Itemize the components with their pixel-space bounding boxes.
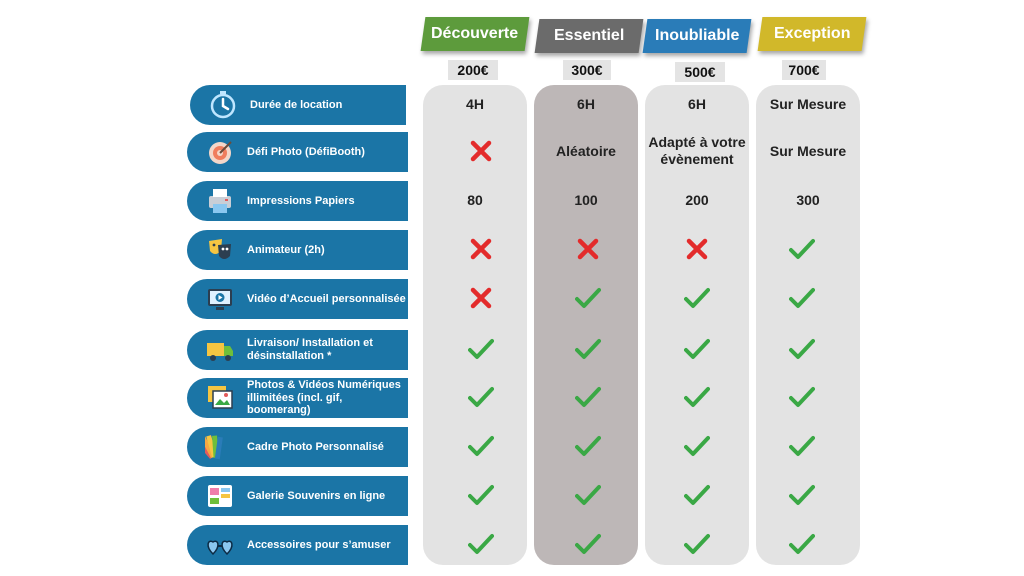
plan-price-3: 500€: [675, 62, 725, 82]
feature-label: Vidéo d’Accueil personnalisée: [247, 292, 406, 305]
photo-gallery-icon: [205, 383, 235, 413]
cross-icon: [536, 229, 640, 269]
target-icon: [205, 137, 235, 167]
check-icon: [429, 475, 533, 515]
plan-feature-cell: 6H: [688, 95, 706, 112]
check-icon: [645, 278, 749, 318]
check-icon: [429, 377, 533, 417]
check-icon: [750, 475, 854, 515]
check-icon: [536, 426, 640, 466]
feature-row-label: Photos & Vidéos Numériques illimitées (i…: [187, 378, 408, 418]
plan-feature-cell: Sur Mesure: [769, 95, 847, 112]
plan-feature-cell: 6H: [577, 95, 595, 112]
plan-column-4: [756, 85, 860, 565]
plan-header-4: Exception: [757, 17, 867, 51]
feature-label: Animateur (2h): [247, 243, 325, 256]
plan-column-2: [534, 85, 638, 565]
check-icon: [750, 377, 854, 417]
cross-icon: [645, 229, 749, 269]
feature-label: Galerie Souvenirs en ligne: [247, 489, 386, 502]
feature-label: Impressions Papiers: [247, 194, 355, 207]
plan-name: Découverte: [431, 25, 519, 42]
check-icon: [750, 524, 854, 564]
delivery-truck-icon: [205, 335, 235, 365]
plan-feature-cell: Sur Mesure: [769, 142, 847, 159]
feature-row-label: Animateur (2h): [187, 230, 408, 270]
feature-row-label: Accessoires pour s’amuser: [187, 525, 408, 565]
plan-price-1: 200€: [448, 60, 498, 80]
plan-feature-cell: 300: [796, 191, 820, 208]
plan-price-4: 700€: [782, 60, 826, 80]
plan-name: Inoubliable: [654, 27, 740, 44]
feature-label: Livraison/ Installation et désinstallati…: [247, 337, 373, 362]
feature-row-label: Vidéo d’Accueil personnalisée: [187, 279, 408, 319]
feature-label: Photos & Vidéos Numériques illimitées (i…: [247, 379, 401, 417]
plan-name: Exception: [773, 25, 851, 42]
check-icon: [645, 377, 749, 417]
check-icon: [750, 329, 854, 369]
check-icon: [645, 329, 749, 369]
album-icon: [205, 481, 235, 511]
feature-label: Défi Photo (DéfiBooth): [247, 145, 365, 158]
feature-label: Accessoires pour s’amuser: [247, 538, 391, 551]
feature-label: Durée de location: [250, 98, 343, 111]
check-icon: [429, 426, 533, 466]
plan-name: Essentiel: [553, 27, 625, 44]
plan-column-3: [645, 85, 749, 565]
heart-glasses-icon: [205, 530, 235, 560]
feature-row-label: Défi Photo (DéfiBooth): [187, 132, 408, 172]
plan-header-1: Découverte: [420, 17, 530, 51]
cross-icon: [429, 229, 533, 269]
plan-feature-cell: 80: [467, 191, 483, 208]
check-icon: [645, 426, 749, 466]
check-icon: [536, 377, 640, 417]
plan-feature-cell: 200: [685, 191, 709, 208]
check-icon: [536, 278, 640, 318]
feature-row-label: Livraison/ Installation et désinstallati…: [187, 330, 408, 370]
check-icon: [536, 475, 640, 515]
check-icon: [750, 229, 854, 269]
plan-feature-cell: 4H: [466, 95, 484, 112]
cross-icon: [429, 278, 533, 318]
plan-feature-cell: 100: [574, 191, 598, 208]
plan-feature-cell: Adapté à votre évènement: [648, 134, 746, 167]
printer-icon: [205, 186, 235, 216]
check-icon: [750, 278, 854, 318]
plan-feature-cell: Aléatoire: [556, 142, 616, 159]
check-icon: [645, 524, 749, 564]
theater-mask-icon: [205, 235, 235, 265]
plan-column-1: [423, 85, 527, 565]
timer-icon: [208, 90, 238, 120]
cross-icon: [429, 131, 533, 171]
check-icon: [645, 475, 749, 515]
feature-row-label: Impressions Papiers: [187, 181, 408, 221]
check-icon: [429, 329, 533, 369]
check-icon: [429, 524, 533, 564]
check-icon: [536, 329, 640, 369]
color-palette-icon: [205, 432, 235, 462]
video-screen-icon: [205, 284, 235, 314]
plan-header-3: Inoubliable: [642, 19, 752, 53]
feature-row-label: Cadre Photo Personnalisé: [187, 427, 408, 467]
feature-label: Cadre Photo Personnalisé: [247, 440, 384, 453]
check-icon: [750, 426, 854, 466]
feature-row-label: Galerie Souvenirs en ligne: [187, 476, 408, 516]
feature-row-label: Durée de location: [190, 85, 406, 125]
plan-price-2: 300€: [563, 60, 611, 80]
check-icon: [536, 524, 640, 564]
plan-header-2: Essentiel: [534, 19, 644, 53]
